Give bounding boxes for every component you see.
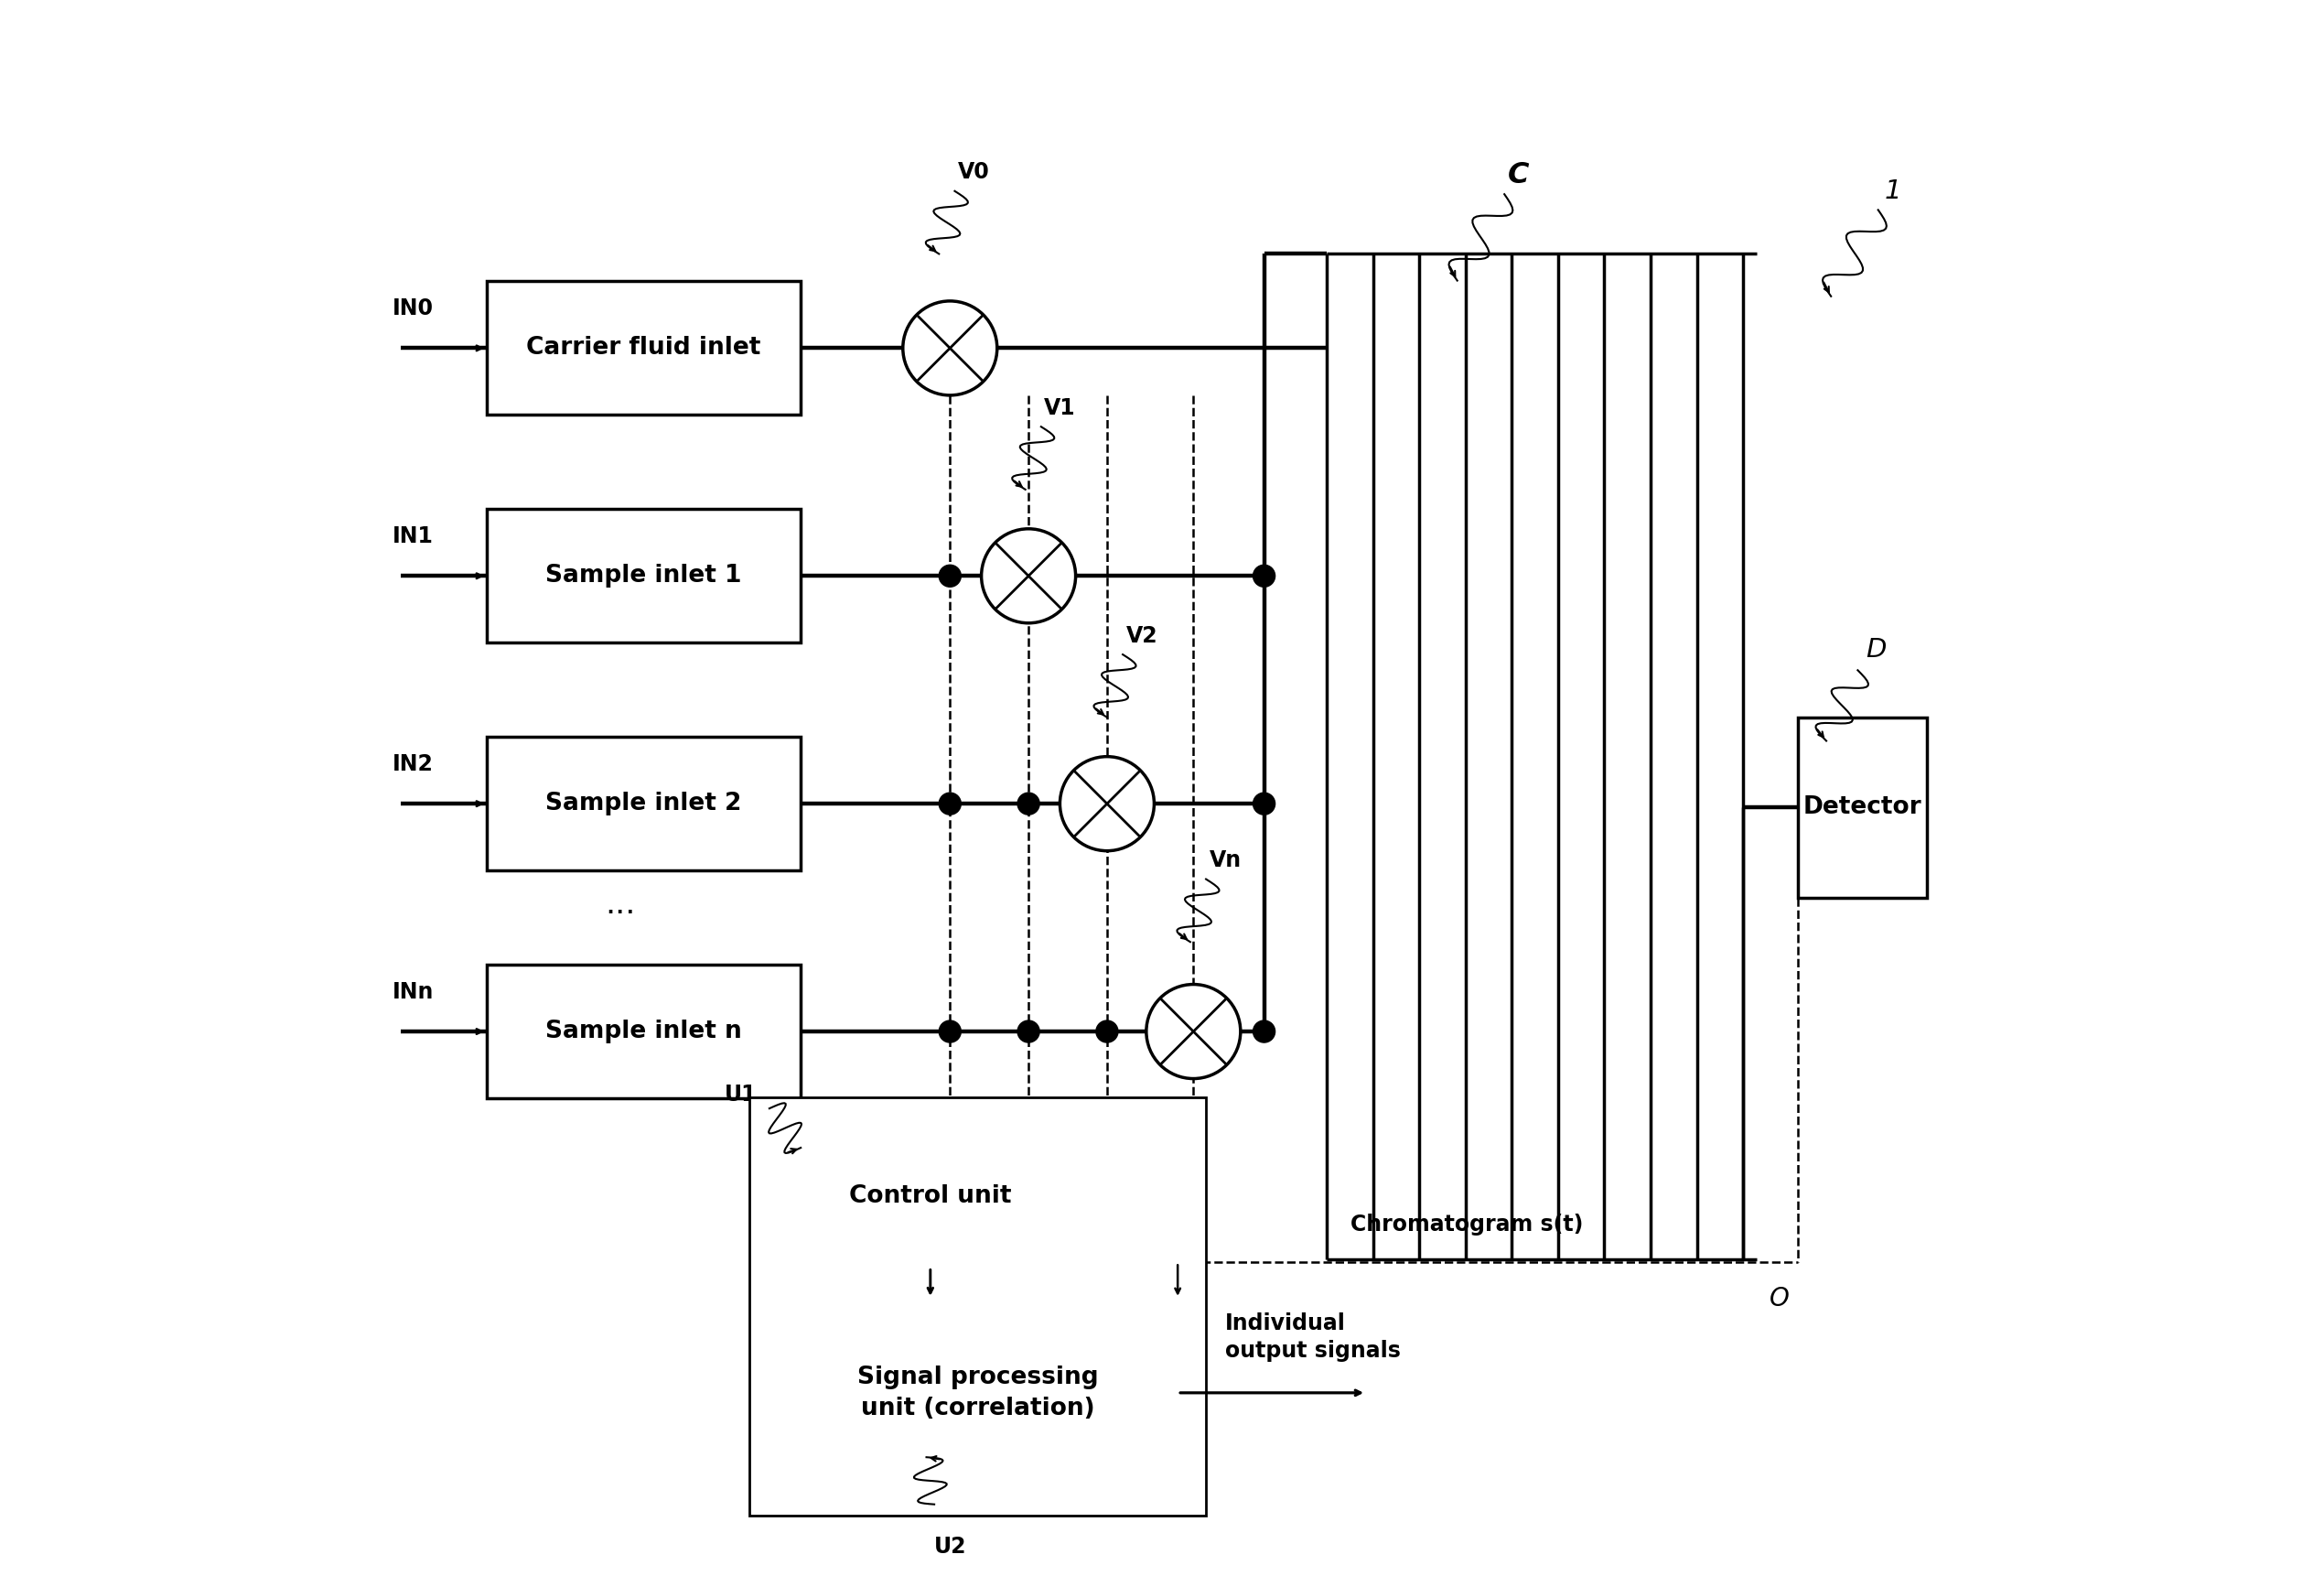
Text: Signal processing
unit (correlation): Signal processing unit (correlation) [858,1365,1097,1420]
Text: V2: V2 [1125,624,1157,646]
Text: U2: U2 [934,1535,967,1557]
Circle shape [939,793,962,815]
FancyBboxPatch shape [1799,717,1927,898]
Text: Sample inlet 1: Sample inlet 1 [546,564,741,588]
FancyBboxPatch shape [486,965,802,1098]
Text: IN0: IN0 [393,298,435,320]
Text: D: D [1866,637,1887,662]
Text: V0: V0 [957,161,990,183]
Text: V1: V1 [1043,397,1076,419]
Text: U1: U1 [725,1083,758,1105]
Circle shape [939,1021,962,1042]
Circle shape [1060,756,1155,851]
FancyBboxPatch shape [486,509,802,643]
FancyBboxPatch shape [776,1125,1083,1267]
Text: Detector: Detector [1803,796,1922,820]
Text: ···: ··· [1132,1146,1160,1174]
Circle shape [981,530,1076,623]
FancyBboxPatch shape [486,738,802,870]
Text: IN2: IN2 [393,753,435,775]
Circle shape [939,564,962,586]
Text: IN1: IN1 [393,526,435,547]
Text: Sample inlet 2: Sample inlet 2 [546,791,741,816]
Text: 1: 1 [1885,178,1901,203]
Text: Chromatogram s(t): Chromatogram s(t) [1350,1214,1583,1236]
Circle shape [1146,985,1241,1078]
Text: Control unit: Control unit [848,1185,1011,1209]
Text: Individual
output signals: Individual output signals [1225,1313,1401,1362]
Text: Vn: Vn [1208,849,1241,872]
FancyBboxPatch shape [748,1097,1206,1516]
Circle shape [1097,1021,1118,1042]
FancyBboxPatch shape [776,1299,1178,1488]
Text: Carrier fluid inlet: Carrier fluid inlet [528,336,760,359]
Text: O: O [1769,1286,1789,1311]
Circle shape [1018,1021,1039,1042]
Text: ···: ··· [604,898,634,930]
Circle shape [1253,793,1276,815]
FancyBboxPatch shape [486,282,802,414]
Circle shape [902,301,997,396]
Circle shape [1253,1021,1276,1042]
Text: C: C [1508,161,1529,189]
Circle shape [1018,793,1039,815]
Text: Sample inlet n: Sample inlet n [546,1020,741,1043]
Circle shape [1253,564,1276,586]
Text: INn: INn [393,982,435,1004]
